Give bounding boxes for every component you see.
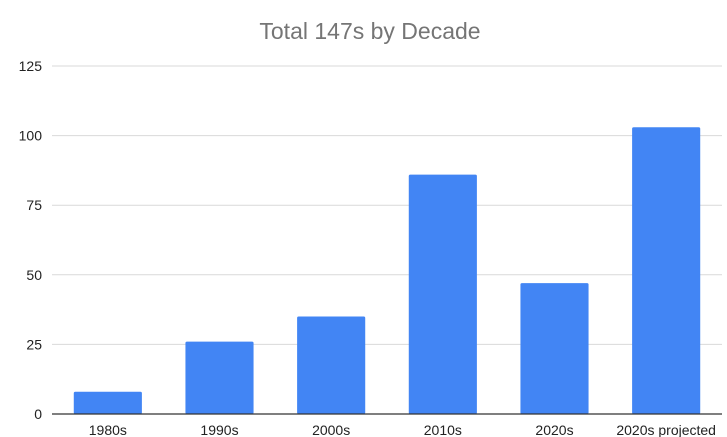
bar-2000s (297, 316, 366, 414)
bar-2020s-projected (632, 127, 701, 415)
gridlines (52, 65, 722, 345)
y-tick-label: 125 (19, 58, 43, 74)
x-tick-label: 2020s (535, 422, 573, 437)
bar-2020s (520, 283, 589, 414)
y-tick-label: 0 (34, 406, 42, 422)
y-tick-label: 25 (26, 336, 42, 352)
x-tick-label: 2010s (424, 422, 462, 437)
chart-title: Total 147s by Decade (259, 18, 480, 44)
x-tick-label: 1990s (200, 422, 238, 437)
y-tick-label: 75 (26, 197, 42, 213)
y-tick-label: 100 (19, 128, 43, 144)
bar-1980s (73, 391, 142, 414)
x-tick-label: 2020s projected (616, 422, 716, 437)
y-axis-ticks: 0 25 50 75 100 125 (19, 58, 43, 422)
x-tick-label: 2000s (312, 422, 350, 437)
y-tick-label: 50 (26, 267, 42, 283)
x-axis-ticks: 1980s 1990s 2000s 2010s 2020s 2020s projected (89, 422, 716, 437)
bars (73, 127, 701, 415)
bar-2010s (408, 174, 477, 414)
bar-1990s (185, 341, 254, 414)
x-tick-label: 1980s (89, 422, 127, 437)
